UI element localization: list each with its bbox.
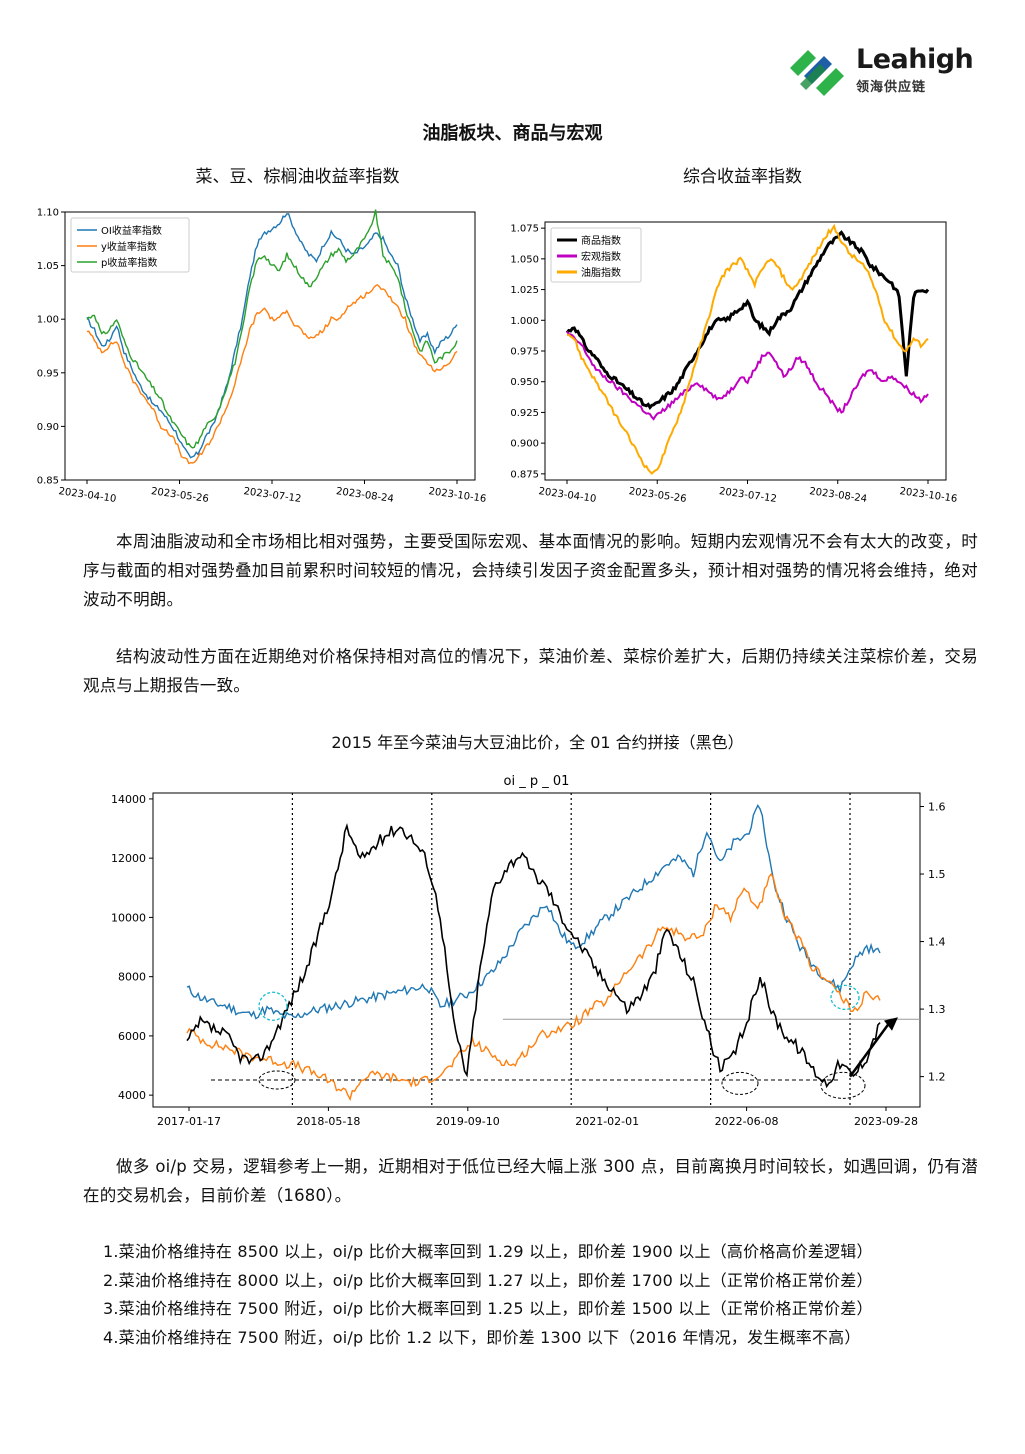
- highlight-marker: [830, 984, 860, 1011]
- x-tick-label: 2023-07-12: [718, 486, 777, 505]
- x-tick-label: 2023-09-28: [854, 1115, 918, 1128]
- list-item: 4.菜油价格维持在 7500 附近，oi/p 比价 1.2 以下，即价差 130…: [103, 1327, 861, 1347]
- x-tick-label: 2023-07-12: [243, 486, 302, 505]
- x-tick-label: 2022-06-08: [715, 1115, 779, 1128]
- plot-frame: [64, 211, 476, 481]
- right-chart-title: 综合收益率指数: [683, 167, 802, 187]
- y-tick-label: 0.875: [510, 469, 539, 480]
- y-tick-label: 0.900: [510, 439, 539, 450]
- y-right-tick-label: 1.4: [928, 936, 946, 949]
- legend-label: 宏观指数: [581, 250, 621, 263]
- logo-text: Leahigh: [856, 44, 974, 75]
- y-tick-label: 0.90: [37, 422, 59, 433]
- legend-label: 商品指数: [581, 234, 621, 247]
- series-line: [86, 213, 458, 459]
- y-tick-label: 0.950: [510, 377, 539, 388]
- series-line: [567, 223, 929, 475]
- x-tick-label: 2023-08-24: [809, 486, 868, 505]
- y-left-tick-label: 4000: [118, 1089, 146, 1102]
- y-tick-label: 0.95: [37, 368, 59, 379]
- y-left-tick-label: 12000: [111, 852, 146, 865]
- list-item: 2.菜油价格维持在 8000 以上，oi/p 比价大概率回到 1.27 以上，即…: [103, 1270, 873, 1290]
- legend-box: [70, 217, 190, 273]
- y-right-tick-label: 1.5: [928, 868, 946, 881]
- scenario-list: 1.菜油价格维持在 8500 以上，oi/p 比价大概率回到 1.29 以上，即…: [103, 1238, 1003, 1352]
- left-chart-title: 菜、豆、棕榈油收益率指数: [195, 167, 400, 187]
- x-tick-label: 2023-05-26: [628, 486, 687, 505]
- plot-frame: [152, 792, 921, 1108]
- x-tick-label: 2017-01-17: [157, 1115, 221, 1128]
- oi-p-ratio-chart: oi _ p _ 01 4000 6000 8000 10000 12000 14000 1.…: [111, 774, 946, 1128]
- trend-arrow: [848, 1018, 894, 1078]
- composite-return-index-chart: 0.875 0.900 0.925 0.950 0.975 1.000 1.025 1.050…: [510, 221, 958, 505]
- low-zone-marker: [258, 1070, 296, 1090]
- x-tick-label: 2023-04-10: [538, 486, 597, 505]
- legend-label: OI收益率指数: [101, 224, 162, 237]
- paragraph-1: 本周油脂波动和全市场相比相对强势，主要受国际宏观、基本面情况的影响。短期内宏观情…: [83, 532, 978, 609]
- company-logo: Leahigh 领海供应链: [786, 38, 986, 98]
- y-right-tick-label: 1.2: [928, 1071, 946, 1084]
- x-tick-label: 2018-05-18: [296, 1115, 360, 1128]
- paragraph-2: 结构波动性方面在近期绝对价格保持相对高位的情况下，菜油价差、菜棕价差扩大，后期仍…: [83, 647, 978, 695]
- legend-label: y收益率指数: [101, 240, 157, 253]
- y-tick-label: 1.05: [37, 261, 59, 272]
- low-zone-marker: [721, 1071, 759, 1095]
- logo-mark-icon: [790, 50, 844, 96]
- low-zone-marker: [820, 1071, 866, 1099]
- oil-return-index-chart: 0.85 0.90 0.95 1.00 1.05 1.10 2023-04-10 2023-0…: [37, 208, 487, 506]
- chart-title: oi _ p _ 01: [504, 774, 570, 789]
- logo-subtext: 领海供应链: [856, 80, 927, 95]
- series-line: [186, 803, 881, 1020]
- y-left-tick-label: 14000: [111, 793, 146, 806]
- series-line: [86, 209, 458, 449]
- paragraph-3: 做多 oi/p 交易，逻辑参考上一期，近期相对于低位已经大幅上涨 300 点，目…: [83, 1157, 978, 1205]
- x-tick-label: 2023-05-26: [150, 486, 209, 505]
- y-tick-label: 1.025: [510, 285, 539, 296]
- x-tick-label: 2023-08-24: [335, 486, 394, 505]
- y-left-tick-label: 10000: [111, 911, 146, 924]
- y-left-tick-label: 8000: [118, 971, 146, 984]
- y-right-tick-label: 1.3: [928, 1003, 946, 1016]
- series-line: [186, 823, 881, 1089]
- list-item: 3.菜油价格维持在 7500 附近，oi/p 比价大概率回到 1.25 以上，即…: [103, 1299, 873, 1318]
- x-tick-label: 2023-10-16: [428, 486, 487, 505]
- y-tick-label: 0.925: [510, 408, 539, 419]
- y-tick-label: 1.075: [510, 224, 539, 235]
- y-left-tick-label: 6000: [118, 1030, 146, 1043]
- y-tick-label: 1.00: [37, 315, 59, 326]
- legend-label: p收益率指数: [101, 256, 157, 269]
- y-tick-label: 1.050: [510, 254, 539, 265]
- legend-label: 油脂指数: [581, 266, 621, 279]
- y-tick-label: 1.10: [37, 208, 59, 219]
- list-item: 1.菜油价格维持在 8500 以上，oi/p 比价大概率回到 1.29 以上，即…: [103, 1242, 873, 1261]
- x-tick-label: 2023-10-16: [899, 486, 958, 505]
- y-tick-label: 0.85: [37, 476, 59, 487]
- series-line: [186, 872, 881, 1102]
- series-line: [566, 330, 929, 421]
- y-tick-label: 0.975: [510, 347, 539, 358]
- series-line: [565, 230, 930, 410]
- legend: OI收益率指数 y收益率指数 p收益率指数: [70, 217, 190, 273]
- series-line: [86, 283, 458, 465]
- bottom-chart-caption: 2015 年至今菜油与大豆油比价，全 01 合约拼接（黑色）: [331, 733, 744, 752]
- y-right-tick-label: 1.6: [928, 801, 946, 814]
- trend-arrow-head: [884, 1017, 898, 1031]
- y-tick-label: 1.000: [510, 316, 539, 327]
- page-title: 油脂板块、商品与宏观: [422, 123, 603, 144]
- x-tick-label: 2019-09-10: [436, 1115, 500, 1128]
- x-tick-label: 2023-04-10: [58, 486, 117, 505]
- highlight-marker: [258, 991, 288, 1021]
- x-tick-label: 2021-02-01: [575, 1115, 639, 1128]
